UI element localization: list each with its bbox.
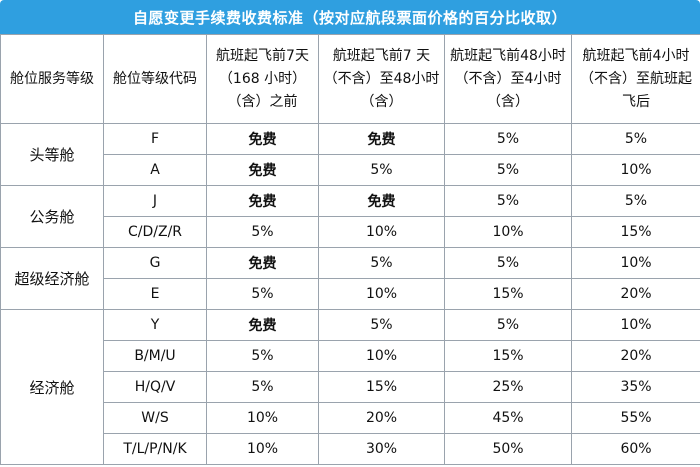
cabin-class-cell: 公务舱 [0,185,104,248]
fee-cell: 10% [206,433,319,465]
table-row: 经济舱 Y 免费 5% 5% 10% [0,309,700,465]
fee-cell: 20% [571,278,700,310]
fee-cell: 5% [444,185,572,217]
fare-code-cell: J [103,185,207,217]
table-row: C/D/Z/R 5% 10% 10% 15% [1,216,700,248]
table-row: E 5% 10% 15% 20% [1,278,700,310]
header-7days-before: 航班起飞前7天（168 小时）（含）之前 [206,34,319,124]
fee-cell: 免费 [206,247,319,279]
fee-cell: 20% [318,402,445,434]
fee-cell: 10% [444,216,572,248]
header-fare-code: 舱位等级代码 [103,34,207,124]
fee-cell: 10% [571,247,700,279]
fee-cell: 35% [571,371,700,403]
fee-cell: 60% [571,433,700,465]
fee-cell: 5% [444,154,572,186]
fee-cell: 5% [318,309,445,341]
fee-cell: 20% [571,340,700,372]
fee-cell: 5% [206,371,319,403]
fee-cell: 免费 [318,185,445,217]
fee-cell: 5% [571,185,700,217]
cabin-class-cell: 超级经济舱 [0,247,104,310]
table-row: 超级经济舱 G 免费 5% 5% 10% [0,247,700,310]
fare-code-cell: T/L/P/N/K [103,433,207,465]
table-row: 公务舱 J 免费 免费 5% 5% [0,185,700,248]
fee-cell: 免费 [206,154,319,186]
fee-cell: 5% [318,154,445,186]
header-4h-to-after: 航班起飞前4小时（不含）至航班起飞后 [571,34,700,124]
fee-cell: 免费 [318,123,445,155]
fee-cell: 25% [444,371,572,403]
fee-cell: 10% [571,309,700,341]
fee-cell: 5% [206,278,319,310]
fee-cell: 10% [318,216,445,248]
fee-cell: 5% [444,247,572,279]
fare-code-cell: E [103,278,207,310]
fee-cell: 15% [571,216,700,248]
fee-cell: 5% [444,123,572,155]
fee-cell: 55% [571,402,700,434]
fee-cell: 10% [571,154,700,186]
fee-cell: 50% [444,433,572,465]
fee-cell: 10% [206,402,319,434]
fee-cell: 免费 [206,309,319,341]
cabin-class-cell: 经济舱 [0,309,104,465]
fare-code-cell: A [103,154,207,186]
table-row: 头等舱 F 免费 免费 5% 5% [0,123,700,186]
fare-code-cell: Y [103,309,207,341]
header-7days-to-48h: 航班起飞前7 天（不含）至48小时（含） [318,34,445,124]
fare-code-cell: H/Q/V [103,371,207,403]
fare-code-cell: F [103,123,207,155]
fare-code-cell: C/D/Z/R [103,216,207,248]
fare-code-cell: W/S [103,402,207,434]
fee-cell: 15% [318,371,445,403]
fee-cell: 15% [444,340,572,372]
fee-cell: 5% [318,247,445,279]
fee-cell: 15% [444,278,572,310]
fare-code-cell: G [103,247,207,279]
cabin-class-cell: 头等舱 [0,123,104,186]
fee-cell: 5% [206,216,319,248]
fee-cell: 免费 [206,123,319,155]
header-cabin-class: 舱位服务等级 [0,34,104,124]
fee-cell: 免费 [206,185,319,217]
table-row: H/Q/V 5% 15% 25% 35% [1,371,700,403]
table-row: B/M/U 5% 10% 15% 20% [1,340,700,372]
fee-cell: 45% [444,402,572,434]
fee-cell: 30% [318,433,445,465]
table-row: W/S 10% 20% 45% 55% [1,402,700,434]
table-row: A 免费 5% 5% 10% [1,154,700,186]
fee-cell: 10% [318,340,445,372]
header-48h-to-4h: 航班起飞前48小时（不含）至4小时（含） [444,34,572,124]
fee-cell: 5% [444,309,572,341]
fee-cell: 10% [318,278,445,310]
table-body: 头等舱 F 免费 免费 5% 5% A 免费 5% 5% 10% 公务舱 J 免费 免费 5% 5% C/D/Z/… [0,123,700,465]
fee-grid: 舱位服务等级 舱位等级代码 航班起飞前7天（168 小时）（含）之前 航班起飞前… [0,34,700,465]
fee-cell: 5% [571,123,700,155]
table-title: 自愿变更手续费收费标准（按对应航段票面价格的百分比收取） [0,0,700,34]
table-row: T/L/P/N/K 10% 30% 50% 60% [1,433,700,465]
fee-cell: 5% [206,340,319,372]
header-row: 舱位服务等级 舱位等级代码 航班起飞前7天（168 小时）（含）之前 航班起飞前… [0,34,700,124]
fare-code-cell: B/M/U [103,340,207,372]
